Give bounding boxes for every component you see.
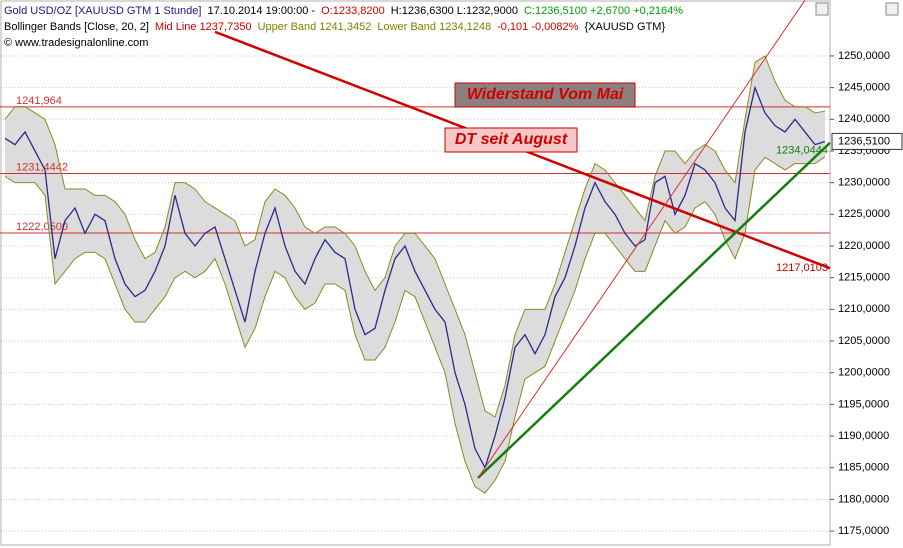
plot-frame	[0, 0, 831, 546]
scroll-button[interactable]	[815, 2, 829, 16]
header-text: © www.tradesignalonline.com	[4, 37, 148, 49]
header-text: Upper Band 1241,3452	[258, 21, 372, 33]
header-text: Mid Line 1237,7350	[155, 21, 252, 33]
annotation: Widerstand Vom Mai	[467, 86, 624, 103]
header-text: Gold USD/OZ [XAUUSD GTM 1 Stunde]	[4, 5, 201, 17]
header-line: Gold USD/OZ [XAUUSD GTM 1 Stunde] 17.10.2…	[4, 5, 683, 17]
header-text: {XAUUSD GTM}	[584, 21, 665, 33]
y-tick-label: 1205,0000	[838, 335, 890, 347]
level-label: 1231,4442	[16, 161, 68, 173]
header-text: -0,101 -0,0082%	[497, 21, 579, 33]
y-tick-label: 1185,0000	[838, 462, 889, 474]
header-line: Bollinger Bands [Close, 20, 2] Mid Line 1…	[4, 21, 665, 33]
y-tick-label: 1250,0000	[838, 50, 890, 62]
y-tick-label: 1190,0000	[838, 430, 889, 442]
trendline-label: 1234,0444	[776, 145, 828, 157]
header-text: Bollinger Bands [Close, 20, 2]	[4, 21, 149, 33]
band-fill	[5, 55, 825, 494]
annotation-box	[444, 127, 578, 153]
level-label: 1222,0500	[16, 221, 68, 233]
y-tick-label: 1210,0000	[838, 303, 890, 315]
trendline-label: 1217,0103	[776, 262, 828, 274]
price-label: 1236,5100	[838, 135, 890, 147]
header-text: O:1233,8200	[321, 5, 385, 17]
y-tick-label: 1215,0000	[838, 272, 890, 284]
price-box	[831, 132, 903, 150]
header-text: C:1236,5100 +2,6700 +0,2164%	[524, 5, 683, 17]
series-line	[4, 156, 826, 494]
y-tick-label: 1230,0000	[838, 177, 890, 189]
header-text: H:1236,6300 L:1232,9000	[391, 5, 518, 17]
y-tick-label: 1200,0000	[838, 367, 890, 379]
header-text: Lower Band 1234,1248	[377, 21, 491, 33]
y-tick-label: 1220,0000	[838, 240, 890, 252]
trendline	[477, 141, 831, 479]
scroll-button[interactable]	[885, 2, 899, 16]
header-text: 17.10.2014 19:00:00 -	[207, 5, 315, 17]
series-line	[4, 85, 826, 470]
y-tick-label: 1225,0000	[838, 208, 890, 220]
series-line	[4, 55, 826, 418]
y-tick-label: 1240,0000	[838, 113, 890, 125]
y-tick-label: 1245,0000	[838, 82, 890, 94]
annotation-box	[454, 82, 636, 108]
trendline	[477, 0, 806, 479]
y-tick-label: 1175,0000	[838, 525, 889, 537]
y-tick-label: 1180,0000	[838, 493, 889, 505]
annotation: DT seit August	[455, 131, 568, 148]
level-label: 1241,964	[16, 95, 62, 107]
y-tick-label: 1195,0000	[838, 398, 889, 410]
header-line: © www.tradesignalonline.com	[4, 37, 148, 49]
